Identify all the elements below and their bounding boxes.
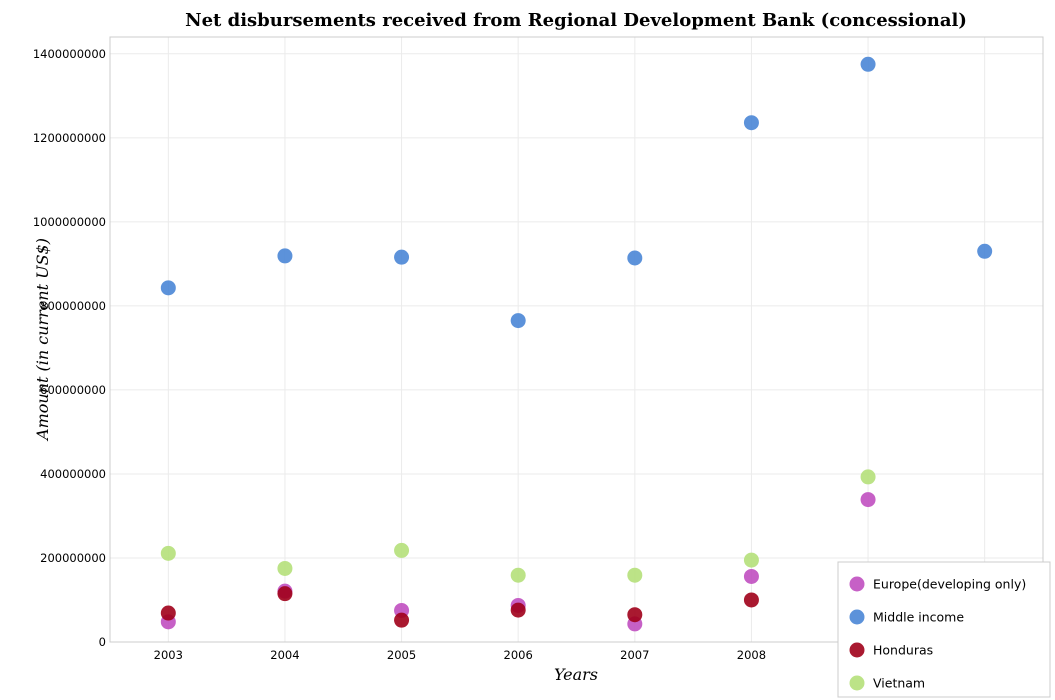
plot-background xyxy=(110,37,1043,642)
y-tick-label: 1200000000 xyxy=(33,131,106,145)
data-point xyxy=(627,567,643,583)
data-point xyxy=(394,542,410,558)
data-point xyxy=(860,56,876,72)
y-tick-label: 0 xyxy=(99,635,106,649)
legend-marker xyxy=(849,609,865,625)
x-tick-label: 2008 xyxy=(737,648,766,662)
data-point xyxy=(160,545,176,561)
legend-marker xyxy=(849,576,865,592)
legend-marker xyxy=(849,675,865,691)
y-tick-label: 1400000000 xyxy=(33,47,106,61)
x-tick-label: 2007 xyxy=(620,648,649,662)
data-point xyxy=(394,249,410,265)
legend-label: Europe(developing only) xyxy=(873,577,1026,592)
x-axis-label: Years xyxy=(554,665,598,684)
x-tick-label: 2006 xyxy=(504,648,533,662)
data-point xyxy=(510,313,526,329)
plot-frame xyxy=(109,36,1044,643)
data-point xyxy=(160,605,176,621)
y-tick-label: 400000000 xyxy=(40,467,106,481)
data-point xyxy=(627,607,643,623)
y-tick-label: 1000000000 xyxy=(33,215,106,229)
data-point xyxy=(743,592,759,608)
x-tick-label: 2004 xyxy=(270,648,299,662)
legend-label: Middle income xyxy=(873,610,964,625)
data-point xyxy=(277,248,293,264)
data-point xyxy=(743,115,759,131)
y-tick-label: 800000000 xyxy=(40,299,106,313)
data-point xyxy=(510,602,526,618)
data-point xyxy=(277,586,293,602)
y-tick-labels: 0 200000000 400000000 600000000 800000000 100… xyxy=(33,47,106,649)
plot-area: 0 200000000 400000000 600000000 800000000 100… xyxy=(33,36,1044,662)
data-point xyxy=(277,560,293,576)
series-middle-income xyxy=(160,56,993,329)
legend-label: Honduras xyxy=(873,643,933,658)
data-point xyxy=(394,612,410,628)
data-point xyxy=(743,552,759,568)
data-point xyxy=(510,567,526,583)
y-axis-label: Amount (in current US$) xyxy=(33,238,52,442)
x-tick-label: 2003 xyxy=(154,648,183,662)
y-tick-label: 600000000 xyxy=(40,383,106,397)
data-point xyxy=(743,568,759,584)
legend: Europe(developing only) Middle income Hond… xyxy=(837,561,1051,698)
legend-box xyxy=(837,561,1051,698)
data-point xyxy=(160,280,176,296)
data-point xyxy=(860,492,876,508)
x-tick-label: 2005 xyxy=(387,648,416,662)
y-tick-label: 200000000 xyxy=(40,551,106,565)
data-point xyxy=(627,250,643,266)
legend-marker xyxy=(849,642,865,658)
legend-label: Vietnam xyxy=(873,676,925,691)
data-point xyxy=(860,469,876,485)
chart-title: Net disbursements received from Regional… xyxy=(185,10,967,31)
data-point xyxy=(977,243,993,259)
